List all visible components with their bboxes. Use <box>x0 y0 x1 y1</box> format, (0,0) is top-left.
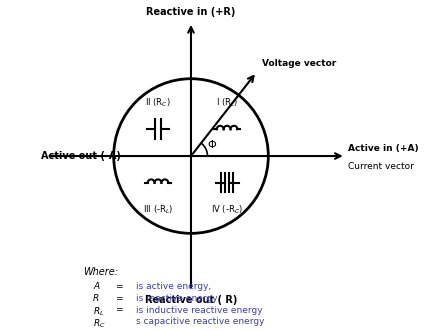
Text: Reactive in (+R): Reactive in (+R) <box>146 7 235 17</box>
Text: R: R <box>93 294 99 303</box>
Text: A: A <box>93 282 99 291</box>
Text: Voltage vector: Voltage vector <box>261 59 335 68</box>
Text: III (-R$_L$): III (-R$_L$) <box>142 204 173 216</box>
Text: is reactive energy: is reactive energy <box>136 294 218 303</box>
Text: Active in (+A): Active in (+A) <box>347 144 418 153</box>
Text: Where:: Where: <box>83 267 117 277</box>
Text: Current vector: Current vector <box>347 162 413 171</box>
Text: Reactive out ( R): Reactive out ( R) <box>144 295 237 305</box>
Text: IV (-R$_C$): IV (-R$_C$) <box>211 204 243 216</box>
Text: Active out (-A): Active out (-A) <box>41 151 121 161</box>
Text: s capacitive reactive energy: s capacitive reactive energy <box>136 317 264 326</box>
Text: is active energy,: is active energy, <box>136 282 211 291</box>
Text: R$_L$: R$_L$ <box>93 306 104 318</box>
Text: II (R$_C$): II (R$_C$) <box>145 96 170 109</box>
Text: =: = <box>115 294 122 303</box>
Text: I (R$_L$): I (R$_L$) <box>215 96 238 109</box>
Text: =: = <box>115 282 122 291</box>
Text: R$_C$: R$_C$ <box>93 317 106 330</box>
Text: =: = <box>115 306 122 314</box>
Text: is inductive reactive energy: is inductive reactive energy <box>136 306 262 314</box>
Text: $\Phi$: $\Phi$ <box>206 138 216 150</box>
